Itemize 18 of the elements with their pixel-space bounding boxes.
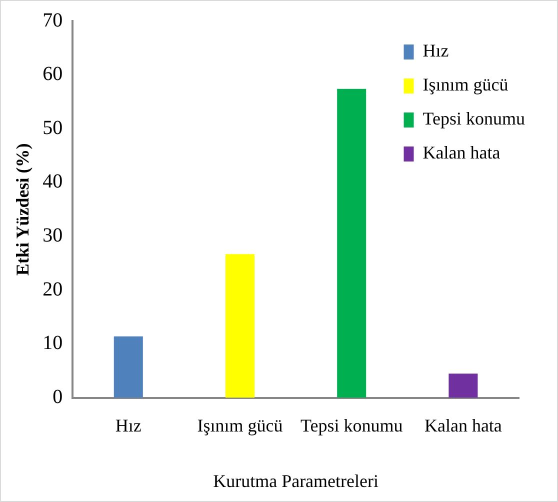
y-axis-title: Etki Yüzdesi (%) [12,143,32,276]
y-tick-label: 20 [42,278,63,300]
x-tick-label: Kalan hata [424,415,502,436]
y-tick-label: 30 [42,224,63,247]
y-tick-label: 40 [42,170,63,193]
legend-label: Tepsi konumu [422,108,525,129]
legend-label: Işınım gücü [422,74,508,95]
x-tick-label: Işınım gücü [197,415,283,436]
x-tick-label: Hız [115,415,142,436]
y-tick-label: 0 [52,386,63,408]
x-tick-label: Tepsi konumu [300,415,403,436]
y-tick-label: 60 [42,63,63,86]
y-tick-label: 50 [42,116,63,139]
y-tick-label: 10 [42,332,63,354]
legend-label: Kalan hata [422,142,500,163]
y-tick-label: 70 [42,9,63,32]
x-axis-title: Kurutma Parametreleri [213,470,379,491]
legend-label: Hız [422,40,449,61]
